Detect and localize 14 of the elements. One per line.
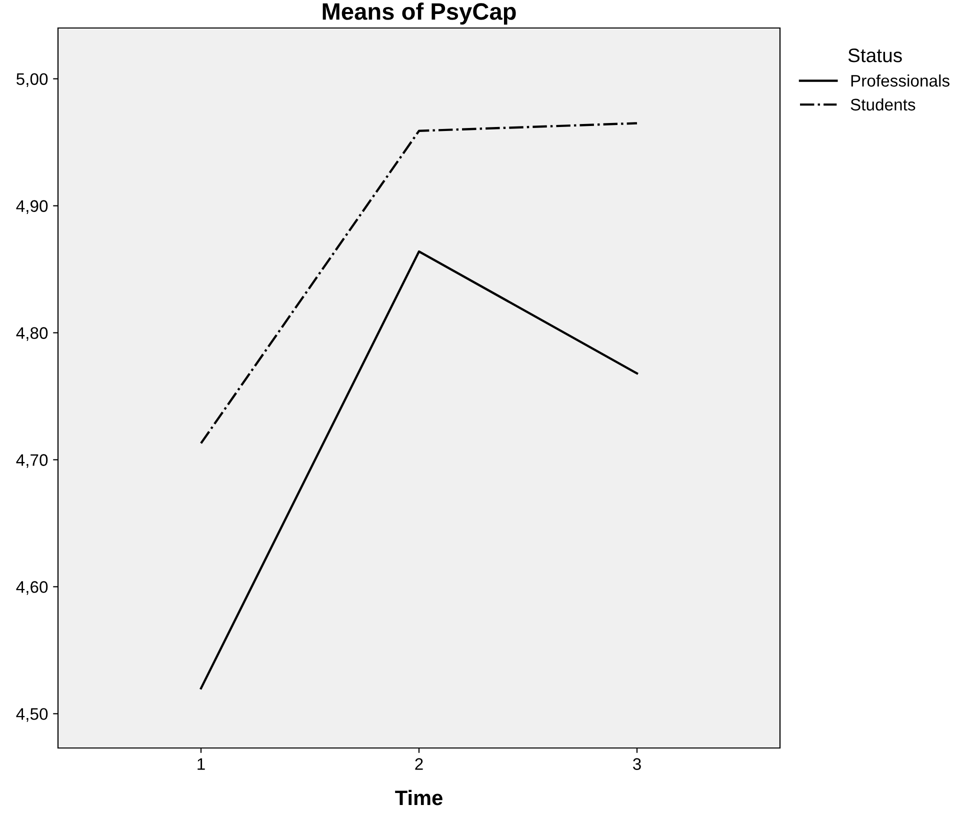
x-tick-label: 3: [632, 758, 641, 770]
y-tick-label: 4,70: [16, 454, 48, 468]
y-tick-label: 5,00: [16, 73, 48, 87]
legend-title: Status: [848, 48, 902, 62]
y-tick-label: 4,50: [16, 708, 48, 722]
legend-label: Professionals: [851, 74, 950, 87]
chart-title: Means of PsyCap: [322, 2, 516, 25]
y-tick-label: 4,90: [16, 200, 48, 214]
y-tick-label: 4,60: [16, 581, 48, 595]
y-tick-label: 4,80: [16, 327, 48, 341]
x-tick-label: 1: [198, 758, 205, 770]
legend-label: Students: [850, 98, 916, 111]
x-tick-label: 2: [415, 758, 423, 770]
x-axis-title: Time: [395, 790, 442, 806]
